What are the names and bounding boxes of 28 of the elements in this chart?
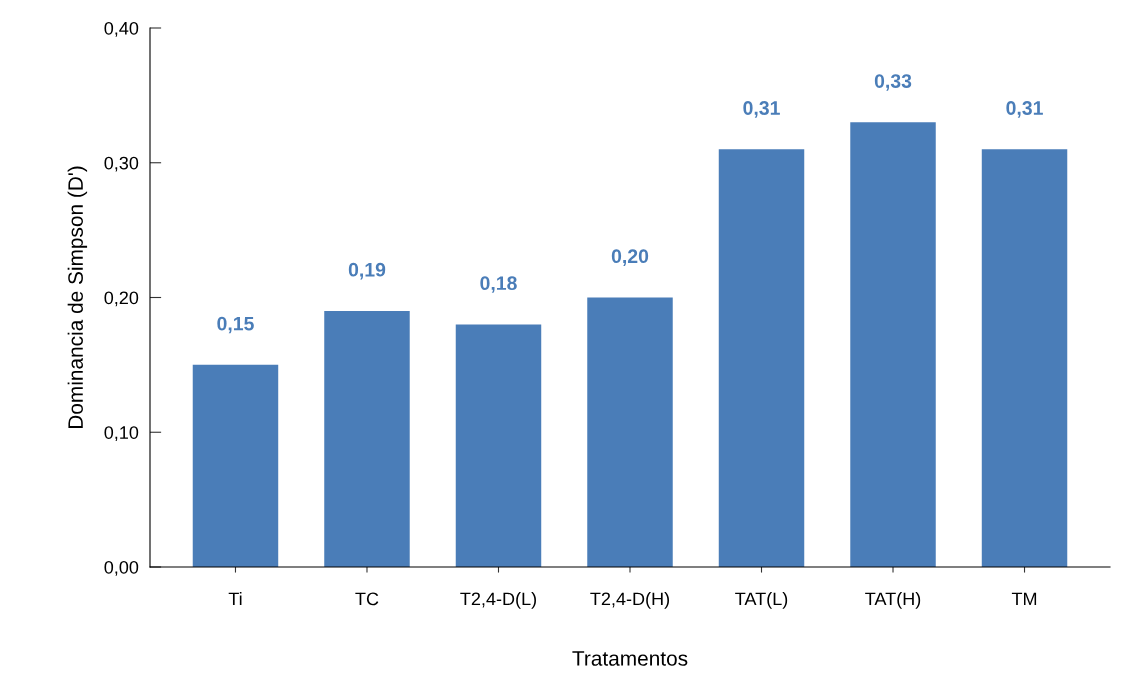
x-tick-label: TAT(L) (735, 592, 788, 609)
y-tick-label: 0,00 (104, 560, 139, 576)
x-tick-label: TAT(H) (865, 592, 921, 609)
data-label: 0,33 (874, 74, 912, 91)
x-tick-label: TM (1011, 592, 1037, 606)
bar (587, 297, 673, 567)
bar (718, 149, 805, 567)
y-axis-title: Dominancia de Simpson (D') (67, 166, 88, 429)
data-label: 0,31 (1006, 101, 1043, 118)
y-tick-label: 0,40 (104, 21, 139, 37)
x-tick-label: Ti (228, 592, 242, 606)
data-label: 0,15 (217, 316, 254, 334)
x-axis-title: Tratamentos (572, 651, 688, 666)
bar (981, 149, 1068, 567)
x-tick-label: T2,4-D(H) (590, 592, 669, 609)
bar (455, 324, 542, 567)
data-label: 0,19 (348, 262, 386, 280)
data-label: 0,18 (480, 276, 517, 293)
bar (324, 310, 410, 567)
x-tick-label: T2,4-D(L) (460, 592, 536, 609)
y-tick-label: 0,30 (104, 156, 139, 172)
x-tick-label: TC (355, 592, 379, 606)
y-tick-label: 0,10 (104, 426, 139, 442)
bar (192, 364, 279, 567)
data-label: 0,20 (611, 249, 649, 266)
bar (850, 122, 936, 567)
y-tick-label: 0,20 (104, 291, 139, 307)
data-label: 0,31 (743, 101, 780, 118)
